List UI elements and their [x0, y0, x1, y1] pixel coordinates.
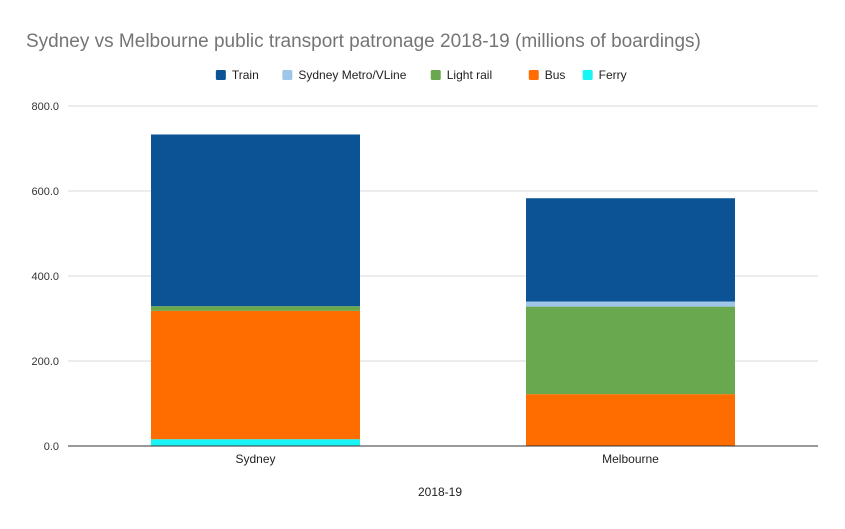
legend-swatch-light-rail — [430, 70, 441, 80]
bar-segment-train-sydney — [151, 134, 360, 307]
y-tick-label: 0.0 — [44, 441, 59, 453]
bar-segment-bus-melbourne — [526, 394, 735, 446]
legend: Train Sydney Metro/VLine Light rail Bus Ferr… — [215, 68, 627, 82]
bar-segment-light-rail-sydney — [151, 306, 360, 311]
legend-label-bus: Bus — [545, 68, 566, 82]
legend-label-train: Train — [232, 68, 259, 82]
legend-label-ferry: Ferry — [599, 68, 627, 82]
x-category-label: Sydney — [235, 452, 275, 466]
bar-segment-sydney-metro-vline-melbourne — [526, 301, 735, 307]
y-tick-label: 200.0 — [31, 356, 59, 368]
bar-segment-train-melbourne — [526, 198, 735, 302]
chart-title: Sydney vs Melbourne public transport pat… — [26, 31, 701, 52]
legend-swatch-ferry — [582, 70, 593, 80]
x-axis-title: 2018-19 — [418, 485, 462, 499]
x-category-label: Melbourne — [602, 452, 659, 466]
y-tick-label: 400.0 — [31, 271, 59, 283]
bar-segment-light-rail-melbourne — [526, 306, 735, 395]
legend-swatch-train — [215, 70, 226, 80]
y-tick-label: 800.0 — [31, 101, 59, 113]
legend-label-sydney-metro-vline: Sydney Metro/VLine — [298, 68, 406, 82]
legend-label-light-rail: Light rail — [447, 68, 492, 82]
bar-segment-bus-sydney — [151, 310, 360, 440]
bar-segment-ferry-sydney — [151, 439, 360, 446]
legend-swatch-bus — [528, 70, 539, 80]
y-tick-label: 600.0 — [31, 186, 59, 198]
bars — [151, 134, 735, 446]
legend-swatch-sydney-metro-vline — [282, 70, 293, 80]
x-axis: Sydney Melbourne — [68, 445, 818, 466]
y-axis: 0.0 200.0 400.0 600.0 800.0 — [31, 101, 59, 453]
